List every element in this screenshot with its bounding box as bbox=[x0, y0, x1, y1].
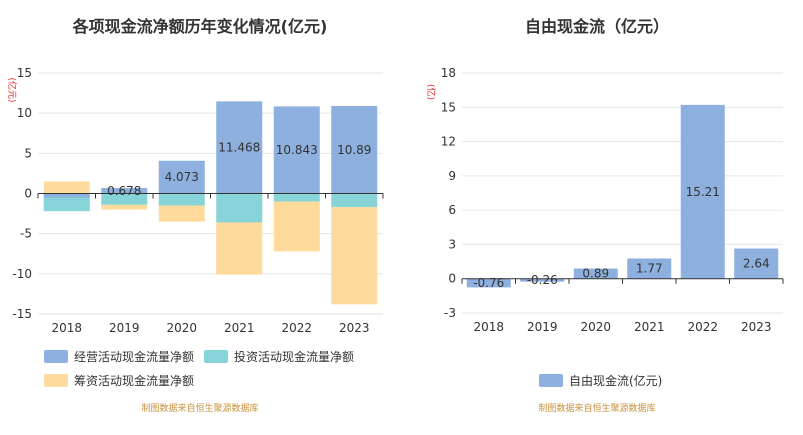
data-label: -0.76 bbox=[473, 276, 504, 290]
bar-2020-series-0 bbox=[158, 160, 205, 194]
bar-2018-series-2 bbox=[43, 181, 90, 194]
bar-2020-series-1 bbox=[158, 193, 205, 206]
bar-2023-series-0 bbox=[331, 106, 378, 194]
legend-item-investing: 投资活动现金流量净额 bbox=[204, 349, 354, 364]
x-tick-label: 2019 bbox=[109, 321, 140, 335]
legend-label-investing: 投资活动现金流量净额 bbox=[234, 349, 354, 364]
bar-2021-series-2 bbox=[216, 222, 263, 275]
legend-swatch-financing bbox=[44, 374, 68, 387]
data-label: 0.678 bbox=[107, 184, 141, 198]
data-label: 1.77 bbox=[636, 262, 663, 276]
y-tick-label: 12 bbox=[441, 135, 456, 149]
legend-item-free-cash-flow: 自由现金流(亿元) bbox=[539, 373, 662, 388]
x-tick-label: 2018 bbox=[473, 320, 504, 334]
x-axis-ticks: 2018 2019 2020 2021 2022 2023 bbox=[473, 320, 771, 334]
y-tick-label: 5 bbox=[24, 146, 32, 160]
legend-label-free-cash-flow: 自由现金流(亿元) bbox=[569, 373, 662, 388]
data-label: 11.468 bbox=[218, 140, 260, 154]
bar-2022-series-2 bbox=[273, 201, 320, 252]
grid-lines bbox=[462, 72, 783, 314]
bar-2023-series-2 bbox=[331, 207, 378, 305]
data-label: 10.89 bbox=[337, 143, 371, 157]
x-tick-label: 2020 bbox=[580, 320, 611, 334]
x-tick-label: 2022 bbox=[687, 320, 718, 334]
bar-2022-series-1 bbox=[273, 193, 320, 202]
bar-2023-series-0 bbox=[734, 248, 779, 279]
legend-label-financing: 筹资活动现金流量净额 bbox=[74, 373, 194, 388]
x-tick-label: 2019 bbox=[527, 320, 558, 334]
legend: 自由现金流(亿元) bbox=[539, 373, 662, 388]
y-tick-label: -15 bbox=[12, 307, 32, 321]
bar-2019-series-2 bbox=[101, 204, 148, 210]
y-tick-label: 3 bbox=[448, 237, 456, 251]
zero-axis bbox=[461, 278, 784, 284]
data-labels: -0.76 -0.26 0.89 1.77 15.21 2.64 bbox=[473, 185, 769, 290]
bar-2018-series-1 bbox=[43, 197, 90, 212]
y-tick-label: 15 bbox=[17, 66, 32, 80]
y-axis-ticks: 15 10 5 0 -5 -10 -15 bbox=[12, 66, 32, 321]
data-label: 4.073 bbox=[165, 170, 199, 184]
legend-item-financing: 筹资活动现金流量净额 bbox=[44, 373, 194, 388]
zero-axis bbox=[37, 193, 384, 199]
x-tick-label: 2020 bbox=[166, 321, 197, 335]
legend-swatch-operating bbox=[44, 350, 68, 363]
bar-2018-series-0 bbox=[466, 278, 511, 288]
y-tick-label: 0 bbox=[24, 187, 32, 201]
data-labels: 0.678 4.073 11.468 10.843 10.89 bbox=[107, 140, 371, 197]
y-axis-unit-label: (亿元) bbox=[6, 77, 18, 102]
y-axis-ticks: 18 15 12 9 6 3 0 -3 bbox=[441, 66, 456, 320]
legend-swatch-free-cash-flow bbox=[539, 374, 563, 387]
data-label: 2.64 bbox=[743, 257, 770, 271]
bar-2022-series-0 bbox=[273, 106, 320, 194]
x-tick-label: 2022 bbox=[281, 321, 312, 335]
x-tick-label: 2023 bbox=[741, 320, 772, 334]
bar-2020-series-0 bbox=[573, 268, 618, 279]
bars bbox=[466, 104, 779, 288]
x-tick-label: 2018 bbox=[51, 321, 82, 335]
y-tick-label: 0 bbox=[448, 272, 456, 286]
grid-lines bbox=[38, 72, 383, 315]
y-axis-unit-label: (亿) bbox=[425, 84, 437, 100]
chart-title: 各项现金流净额历年变化情况(亿元) bbox=[72, 17, 328, 36]
bar-2020-series-2 bbox=[158, 205, 205, 222]
bar-2019-series-0 bbox=[520, 278, 565, 282]
bar-2021-series-0 bbox=[216, 101, 263, 194]
legend: 经营活动现金流量净额 投资活动现金流量净额 筹资活动现金流量净额 bbox=[44, 349, 354, 388]
bar-2018-series-0 bbox=[43, 193, 90, 198]
bar-2019-series-1 bbox=[101, 193, 148, 205]
bars bbox=[43, 101, 378, 305]
cash-flow-components-chart: 各项现金流净额历年变化情况(亿元) (亿元) 15 10 5 0 -5 -10 -15 20… bbox=[6, 17, 384, 414]
bar-2019-series-0 bbox=[101, 188, 148, 194]
bar-2022-series-0 bbox=[680, 104, 725, 279]
legend-label-operating: 经营活动现金流量净额 bbox=[74, 349, 194, 364]
bar-2021-series-1 bbox=[216, 193, 263, 223]
data-label: -0.26 bbox=[527, 273, 558, 287]
y-tick-label: 9 bbox=[448, 169, 456, 183]
x-tick-label: 2021 bbox=[634, 320, 665, 334]
bar-2023-series-1 bbox=[331, 193, 378, 208]
y-tick-label: 18 bbox=[441, 66, 456, 80]
legend-item-operating: 经营活动现金流量净额 bbox=[44, 349, 194, 364]
data-label: 15.21 bbox=[686, 185, 720, 199]
data-source-note: 制图数据来自恒生聚源数据库 bbox=[141, 402, 258, 414]
y-tick-label: 10 bbox=[17, 106, 32, 120]
x-tick-label: 2021 bbox=[224, 321, 255, 335]
bar-2021-series-0 bbox=[627, 258, 672, 279]
y-tick-label: 15 bbox=[441, 100, 456, 114]
chart-title: 自由现金流（亿元） bbox=[525, 17, 669, 36]
y-tick-label: -3 bbox=[444, 306, 456, 320]
x-axis-ticks: 2018 2019 2020 2021 2022 2023 bbox=[51, 321, 369, 335]
y-tick-label: 6 bbox=[448, 203, 456, 217]
x-tick-label: 2023 bbox=[339, 321, 370, 335]
y-tick-label: -5 bbox=[20, 227, 32, 241]
data-label: 10.843 bbox=[276, 143, 318, 157]
y-tick-label: -10 bbox=[12, 267, 32, 281]
data-label: 0.89 bbox=[582, 267, 609, 281]
data-source-note: 制图数据来自恒生聚源数据库 bbox=[538, 402, 655, 414]
legend-swatch-investing bbox=[204, 350, 228, 363]
